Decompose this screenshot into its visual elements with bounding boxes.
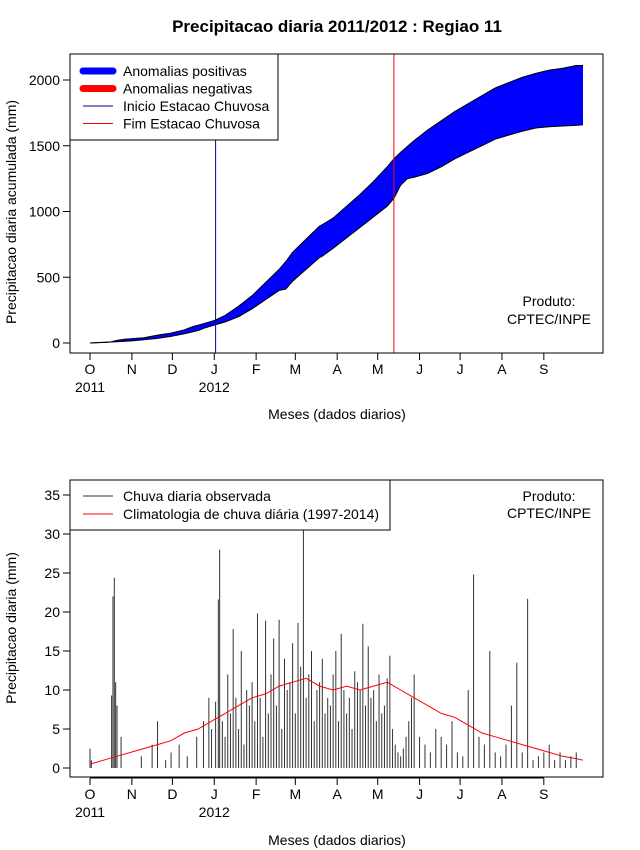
- cumulative-panel: 0 500 1000 1500 2000 O N D J F M A M J J A S 2011 2012 Pr…: [3, 53, 604, 422]
- panel2-y-tick-label: 15: [44, 643, 60, 659]
- panel2-legend-label: Climatologia de chuva diária (1997-2014): [123, 506, 379, 522]
- panel2-x-tick-label: J: [457, 786, 464, 802]
- panel2-y-axis-label: Precipitacao diaria (mm): [3, 552, 19, 704]
- panel2-y-tick-label: 10: [44, 682, 60, 698]
- panel1-y-tick-label: 1000: [29, 204, 60, 220]
- panel2-product-org: CPTEC/INPE: [507, 505, 591, 521]
- panel1-x-tick-label: D: [167, 361, 177, 377]
- panel2-x-axis: O N D J F M A M J J A S 2011 2012: [75, 777, 549, 820]
- panel2-y-tick-label: 30: [44, 526, 60, 542]
- panel2-y-tick-label: 35: [44, 487, 60, 503]
- panel2-y-axis: 0 5 10 15 20 25 30 35: [44, 487, 70, 776]
- panel1-legend: Anomalias positivas Anomalias negativasIn…: [69, 53, 279, 141]
- panel2-legend-box: [69, 479, 391, 531]
- panel1-legend-label: Fim Estacao Chuvosa: [123, 116, 260, 132]
- panel1-legend-label: Inicio Estacao Chuvosa: [123, 98, 270, 114]
- panel1-x-tick-label: J: [457, 361, 464, 377]
- chart-title: Precipitacao diaria 2011/2012 : Regiao 1…: [172, 17, 502, 36]
- panel1-year-label: 2011: [75, 379, 105, 395]
- panel1-x-tick-label: S: [539, 361, 548, 377]
- panel1-y-tick-label: 500: [37, 269, 61, 285]
- panel1-x-tick-label: F: [252, 361, 261, 377]
- panel2-legend: Chuva diaria observada Climatologia de ch…: [69, 479, 391, 531]
- panel1-legend-label: Anomalias positivas: [123, 63, 247, 79]
- panel2-x-tick-label: S: [539, 786, 548, 802]
- panel1-x-tick-label: M: [289, 361, 301, 377]
- panel2-x-tick-label: D: [167, 786, 177, 802]
- panel2-x-tick-label: N: [127, 786, 137, 802]
- panel1-x-tick-label: M: [372, 361, 384, 377]
- panel1-marks: [89, 54, 584, 353]
- panel1-y-tick-label: 1500: [29, 138, 60, 154]
- panel2-year-label: 2012: [199, 804, 230, 820]
- panel2-x-axis-label: Meses (dados diarios): [268, 832, 406, 848]
- panel1-x-tick-label: N: [127, 361, 137, 377]
- panel2-product-label: Produto:: [523, 488, 576, 504]
- panel1-legend-label: Anomalias negativas: [123, 81, 252, 97]
- panel1-y-tick-label: 2000: [29, 72, 60, 88]
- panel1-x-tick-label: J: [211, 361, 218, 377]
- panel1-y-axis: 0 500 1000 1500 2000: [29, 72, 70, 351]
- panel2-x-tick-label: A: [333, 786, 343, 802]
- panel2-y-tick-label: 5: [52, 721, 60, 737]
- panel1-x-tick-label: A: [497, 361, 507, 377]
- positive-anomaly-area: [110, 65, 584, 342]
- daily-panel: 0 5 10 15 20 25 30 35 O N D J F M A M J J A S 2011 2012 Prec…: [3, 479, 604, 848]
- panel1-product-org: CPTEC/INPE: [507, 311, 591, 327]
- panel2-y-tick-label: 0: [52, 760, 60, 776]
- panel2-x-tick-label: J: [211, 786, 218, 802]
- panel1-y-axis-label: Precipitacao diaria acumulada (mm): [3, 100, 19, 324]
- panel2-x-tick-label: A: [497, 786, 507, 802]
- panel1-y-tick-label: 0: [52, 335, 60, 351]
- panel1-x-axis: O N D J F M A M J J A S 2011 2012: [75, 352, 549, 395]
- panel2-year-label: 2011: [75, 804, 105, 820]
- panel1-x-axis-label: Meses (dados diarios): [268, 406, 406, 422]
- panel2-x-tick-label: O: [85, 786, 96, 802]
- daily-climatology-line: [89, 677, 584, 765]
- panel1-year-label: 2012: [199, 379, 230, 395]
- panel1-product-label: Produto:: [523, 293, 576, 309]
- panel2-y-tick-label: 20: [44, 604, 60, 620]
- panel2-marks: [89, 526, 584, 768]
- panel1-x-tick-label: A: [333, 361, 343, 377]
- observed-cumulative-line: [89, 65, 583, 344]
- panel2-legend-label: Chuva diaria observada: [123, 488, 271, 504]
- panel1-x-tick-label: J: [416, 361, 423, 377]
- panel2-x-tick-label: J: [416, 786, 423, 802]
- panel2-x-tick-label: M: [372, 786, 384, 802]
- panel2-x-tick-label: F: [252, 786, 261, 802]
- panel1-x-tick-label: O: [85, 361, 96, 377]
- panel2-x-tick-label: M: [289, 786, 301, 802]
- panel2-y-tick-label: 25: [44, 565, 60, 581]
- climatology-cumulative-line: [89, 124, 584, 344]
